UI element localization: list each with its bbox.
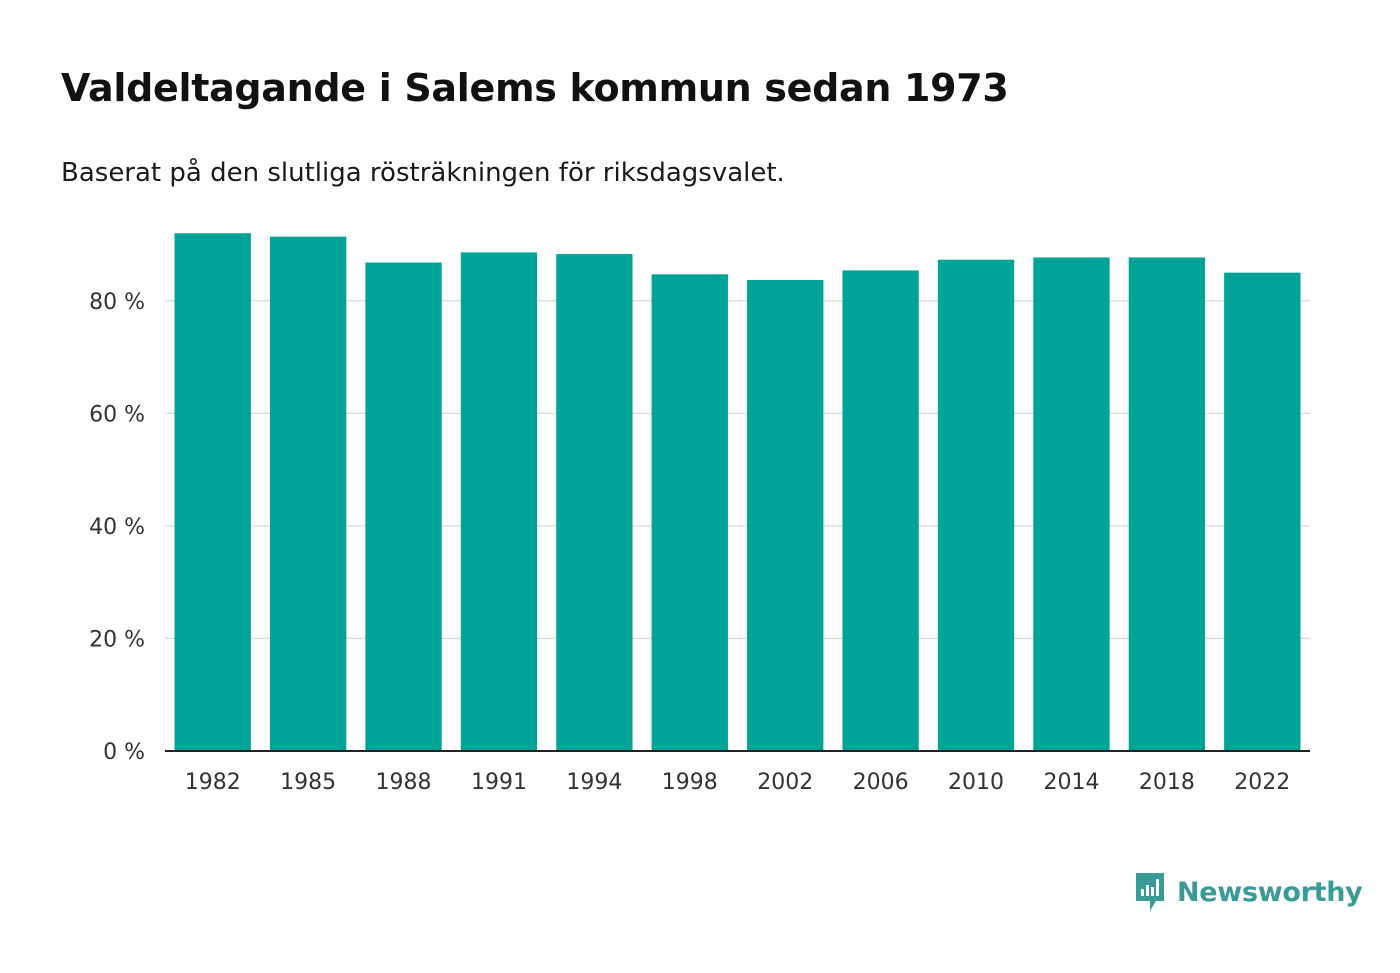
y-tick-label: 20 % [89, 627, 145, 652]
x-tick-label: 1982 [185, 770, 241, 795]
x-tick-label: 2018 [1139, 770, 1195, 795]
x-tick-label: 1988 [376, 770, 432, 795]
x-tick-label: 1991 [471, 770, 527, 795]
bar-2018 [1128, 257, 1206, 751]
newsworthy-logo-icon [1136, 873, 1164, 911]
x-tick-label: 2002 [757, 770, 813, 795]
bar-1991 [460, 252, 538, 752]
y-tick-label: 80 % [89, 290, 145, 315]
y-tick-label: 60 % [89, 402, 145, 427]
bar-1985 [269, 236, 347, 752]
bar-1982 [174, 233, 251, 752]
chart-title: Valdeltagande i Salems kommun sedan 1973 [61, 66, 1009, 110]
bar-1988 [365, 262, 442, 751]
x-tick-label: 2006 [853, 770, 909, 795]
grid-lines [165, 300, 1310, 640]
x-tick-label: 1985 [280, 770, 336, 795]
brand-name: Newsworthy [1177, 876, 1363, 908]
bar-1998 [651, 274, 728, 751]
x-tick-label: 2022 [1234, 770, 1290, 795]
newsworthy-brand: Newsworthy [1133, 870, 1363, 914]
bar-2014 [1033, 257, 1110, 751]
bar-2022 [1224, 272, 1301, 751]
y-tick-label: 0 % [103, 740, 145, 765]
x-tick-label: 1998 [662, 770, 718, 795]
x-tick-label: 2010 [948, 770, 1004, 795]
bar-2010 [937, 259, 1015, 751]
x-tick-label: 1994 [566, 770, 622, 795]
x-tick-label: 2014 [1043, 770, 1099, 795]
y-tick-label: 40 % [89, 515, 145, 540]
bars [174, 233, 1301, 752]
tick-labels: 0 % 20 % 40 % 60 % 80 % 1982 1985 1988 1991 1994 1… [89, 290, 1290, 795]
bar-1994 [556, 254, 633, 752]
bar-2006 [842, 270, 919, 751]
bar-2002 [747, 279, 824, 751]
chart-subtitle: Baserat på den slutliga rösträkningen fö… [61, 158, 785, 188]
